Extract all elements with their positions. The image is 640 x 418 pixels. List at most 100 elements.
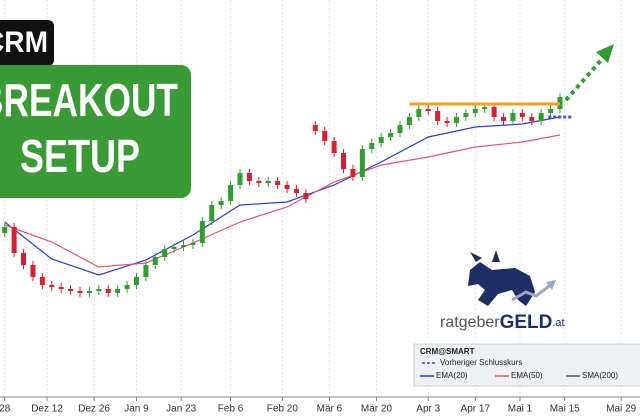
arrow-head [596,44,614,63]
candle-body [181,245,187,247]
candle-body [350,169,356,177]
candle-body [482,107,488,109]
candle-body [435,111,441,121]
candle-body [331,141,337,153]
legend-box [413,343,640,387]
candle-body [49,285,55,287]
candle-body [58,287,64,289]
x-tick-label: Jan 9 [124,404,149,415]
ticker-box [0,20,54,66]
candle-body [472,109,478,113]
candle-body [39,277,45,285]
x-tick-label: Mär 20 [361,404,393,415]
logo-part: GELD [500,312,553,333]
logo-part: .at [552,317,564,329]
candle-body [378,137,384,143]
setup-box [0,65,191,198]
legend-label: Vorheriger Schlusskurs [440,358,522,367]
candle-body [133,277,139,285]
candle-body [152,257,158,265]
candle-body [237,173,243,185]
candle-body [341,153,347,169]
candle-body [199,221,205,243]
candle-body [96,289,102,291]
indicator-line [4,134,561,268]
candle-body [463,113,469,117]
candle-body [86,291,92,293]
x-tick-label: 28 [0,404,11,415]
logo-part: ratgeber [440,314,500,331]
logo: ratgeberGELD.at [440,250,565,333]
logo-chart-head [546,280,556,290]
candle-body [115,289,121,293]
candle-body [256,181,262,183]
candle-body [453,117,459,123]
candle-body [246,173,252,181]
logo-horns [470,250,500,262]
candle-body [510,113,516,121]
candle-body [77,291,83,293]
candle-body [538,113,544,121]
candle-body [2,227,8,233]
candle-body [491,107,497,117]
legend-label: EMA(50) [511,371,543,380]
candle-body [397,125,403,133]
x-tick-label: Dez 12 [31,404,63,415]
candle-body [209,205,215,221]
candle-body [529,117,535,121]
candle-body [416,109,422,117]
x-tick-label: Feb 6 [218,404,244,415]
plot [2,93,572,297]
candle-body [303,193,309,199]
candle-body [190,243,196,245]
candle-body [68,289,74,291]
candle-body [322,131,328,141]
legend: CRM@SMART Vorheriger Schlusskurs EMA(20)… [413,343,640,387]
ticker-label: CRM [0,26,48,59]
x-tick-label: Apr 3 [416,404,440,415]
setup-line1: BREAKOUT [0,74,178,126]
candle-body [425,109,431,111]
candle-body [124,285,130,289]
candle-body [265,181,271,183]
x-tick-label: Mai 1 [508,404,533,415]
candle-body [105,289,111,293]
candle-body [519,113,525,117]
candle-body [275,181,281,185]
candle-body [444,121,450,123]
candle-body [11,227,17,253]
legend-label: EMA(20) [436,371,468,380]
candle-body [284,185,290,189]
candle-body [218,201,224,205]
candle-body [369,143,375,149]
x-tick-label: Apr 17 [461,404,491,415]
x-tick-label: Mai 29 [606,404,636,415]
x-tick-label: Dez 26 [78,404,110,415]
candle-body [228,185,234,201]
setup-line2: SETUP [20,130,140,182]
candle-body [406,117,412,125]
x-tick-label: Feb 20 [267,404,299,415]
candle-body [359,149,365,177]
candle-body [162,249,168,257]
candle-body [171,247,177,249]
x-tick-label: Mär 6 [317,404,343,415]
candle-body [501,117,507,121]
legend-label: SMA(200) [582,371,618,380]
candle-body [388,133,394,137]
candle-body [30,265,36,277]
legend-title: CRM@SMART [420,347,475,356]
candle-body [143,265,149,277]
breakout-arrow [564,56,605,102]
candle-body [293,189,299,193]
x-tick-label: Mai 15 [550,404,580,415]
candle-body [312,125,318,131]
logo-text: ratgeberGELD.at [440,312,565,333]
x-tick-label: Jan 23 [166,404,196,415]
candle-body [548,109,554,113]
indicator-line [4,116,561,276]
x-ticks: 28 Dez 12 Dez 26 Jan 9 Jan 23 Feb 6 Feb 20 Mär … [0,397,637,415]
logo-chart [511,282,553,302]
